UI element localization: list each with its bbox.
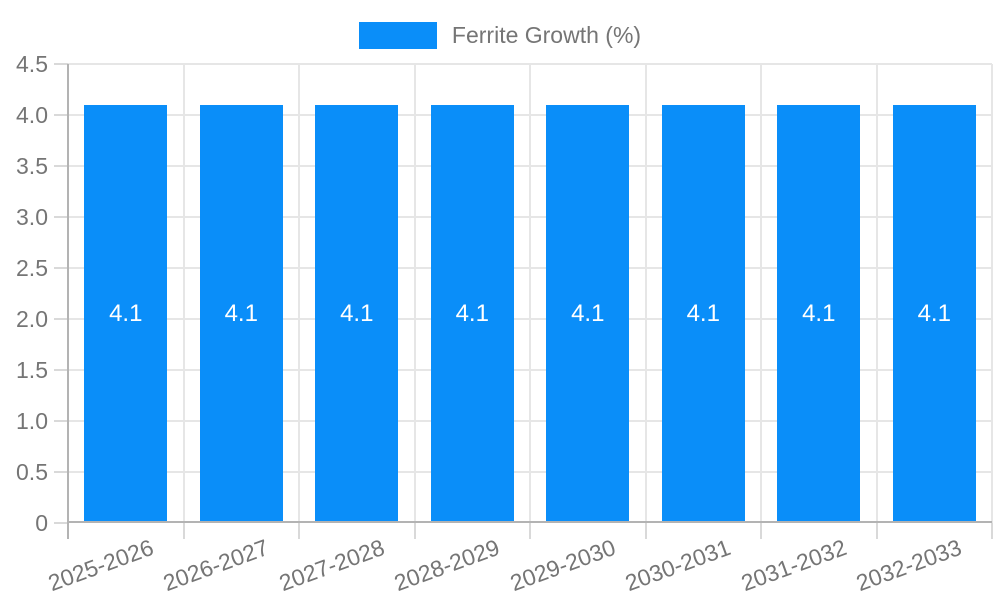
y-tick-mark	[54, 471, 68, 473]
x-tick-mark	[760, 523, 762, 539]
bar-value-label: 4.1	[686, 299, 720, 327]
x-tick-mark	[298, 523, 300, 539]
x-tick-mark	[182, 523, 185, 539]
bar[interactable]	[661, 104, 745, 523]
bar[interactable]	[777, 104, 861, 523]
y-tick-mark	[54, 216, 68, 218]
y-axis-line	[67, 64, 69, 523]
gridline-vertical	[413, 64, 416, 523]
bar-value-label: 4.1	[224, 299, 258, 327]
gridline-vertical	[760, 64, 762, 523]
bar-value-label: 4.1	[917, 299, 951, 327]
bar[interactable]	[892, 104, 976, 523]
gridline-vertical	[529, 64, 531, 523]
y-tick-label: 2.5	[16, 255, 48, 281]
bar[interactable]	[315, 104, 399, 523]
gridline-vertical	[644, 64, 647, 523]
y-tick-label: 3.0	[16, 204, 48, 230]
bar-value-label: 4.1	[802, 299, 836, 327]
gridline-vertical	[991, 64, 993, 523]
x-tick-mark	[67, 523, 69, 539]
y-tick-mark	[54, 114, 68, 116]
y-tick-label: 1.5	[16, 357, 48, 383]
y-tick-mark	[54, 267, 68, 269]
y-tick-label: 4.0	[16, 102, 48, 128]
y-tick-mark	[54, 63, 68, 65]
y-tick-label: 2.0	[16, 306, 48, 332]
gridline-vertical	[298, 64, 300, 523]
y-tick-mark	[54, 420, 68, 422]
x-tick-mark	[991, 523, 993, 539]
x-tick-mark	[875, 523, 878, 539]
y-tick-mark	[54, 318, 68, 320]
y-tick-mark	[54, 369, 68, 371]
bar[interactable]	[430, 104, 514, 523]
y-tick-mark	[54, 165, 68, 167]
bar[interactable]	[546, 104, 630, 523]
x-tick-mark	[413, 523, 416, 539]
x-tick-mark	[529, 523, 531, 539]
x-axis-line	[68, 521, 992, 523]
y-tick-label: 1.0	[16, 408, 48, 434]
legend: Ferrite Growth (%)	[0, 20, 1000, 50]
bar-value-label: 4.1	[340, 299, 374, 327]
gridline-vertical	[875, 64, 878, 523]
x-tick-mark	[644, 523, 647, 539]
bar-value-label: 4.1	[455, 299, 489, 327]
y-tick-label: 3.5	[16, 153, 48, 179]
y-tick-label: 4.5	[16, 51, 48, 77]
bar-value-label: 4.1	[571, 299, 605, 327]
legend-swatch	[358, 21, 437, 49]
y-tick-label: 0.5	[16, 459, 48, 485]
y-tick-label: 0	[35, 510, 48, 536]
legend-label: Ferrite Growth (%)	[451, 21, 642, 48]
gridline-vertical	[182, 64, 185, 523]
y-tick-mark	[54, 522, 68, 524]
bar[interactable]	[84, 104, 168, 523]
bar[interactable]	[199, 104, 283, 523]
bar-value-label: 4.1	[109, 299, 143, 327]
